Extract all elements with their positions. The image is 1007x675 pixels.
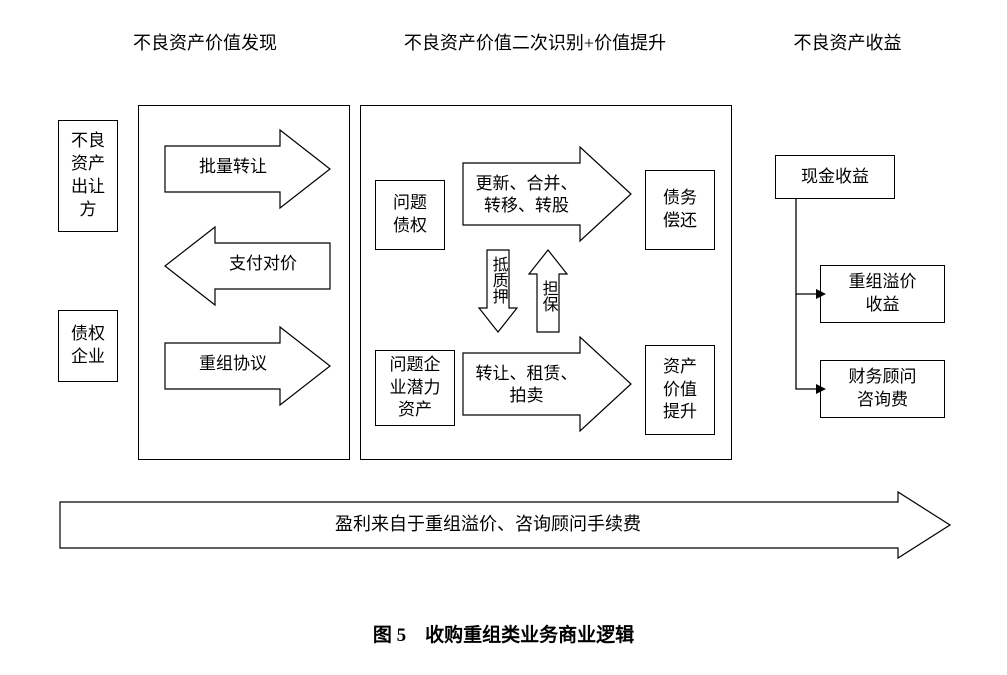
box-debt-repay-label: 债务 偿还 <box>663 187 697 233</box>
arrow-bulk-transfer-label: 批量转让 <box>178 156 288 178</box>
box-premium-income: 重组溢价 收益 <box>820 265 945 323</box>
arrow-upper-methods-label: 更新、合并、 转移、转股 <box>468 173 585 217</box>
box-advisory-income: 财务顾问 咨询费 <box>820 360 945 418</box>
box-problem-claim-label: 问题 债权 <box>393 192 427 238</box>
pledge-text: 抵质押 <box>489 256 507 304</box>
box-cash-income: 现金收益 <box>775 155 895 199</box>
guarantee-text: 担保 <box>539 280 557 312</box>
arrow-restructure-label: 重组协议 <box>178 353 288 375</box>
arrow-guarantee-label: 担保 <box>539 280 557 318</box>
box-cash-income-label: 现金收益 <box>801 166 869 189</box>
arrow-payment-label: 支付对价 <box>208 253 318 275</box>
box-asset-value-label: 资产 价值 提升 <box>663 356 697 425</box>
box-problem-asset-label: 问题企 业潜力 资产 <box>390 354 441 423</box>
box-problem-asset: 问题企 业潜力 资产 <box>375 350 455 426</box>
box-seller-label: 不良 资产 出让 方 <box>71 130 105 222</box>
box-creditor-label: 债权 企业 <box>71 323 105 369</box>
box-advisory-income-label: 财务顾问 咨询费 <box>849 366 917 412</box>
box-seller: 不良 资产 出让 方 <box>58 120 118 232</box>
header-col1: 不良资产价值发现 <box>75 32 335 55</box>
arrow-lower-methods-label: 转让、租赁、 拍卖 <box>468 363 585 407</box>
box-creditor: 债权 企业 <box>58 310 118 382</box>
header-col2: 不良资产价值二次识别+价值提升 <box>365 32 705 55</box>
box-asset-value: 资产 价值 提升 <box>645 345 715 435</box>
box-problem-claim: 问题 债权 <box>375 180 445 250</box>
connector-income <box>788 199 828 419</box>
arrow-bottom-summary-label: 盈利来自于重组溢价、咨询顾问手续费 <box>58 513 918 536</box>
arrow-pledge-label: 抵质押 <box>489 256 507 310</box>
header-col3: 不良资产收益 <box>745 32 950 55</box>
diagram-canvas: 不良资产价值发现 不良资产价值二次识别+价值提升 不良资产收益 不良 资产 出让… <box>0 0 1007 675</box>
box-premium-income-label: 重组溢价 收益 <box>849 271 917 317</box>
box-debt-repay: 债务 偿还 <box>645 170 715 250</box>
figure-caption: 图 5 收购重组类业务商业逻辑 <box>0 620 1007 647</box>
